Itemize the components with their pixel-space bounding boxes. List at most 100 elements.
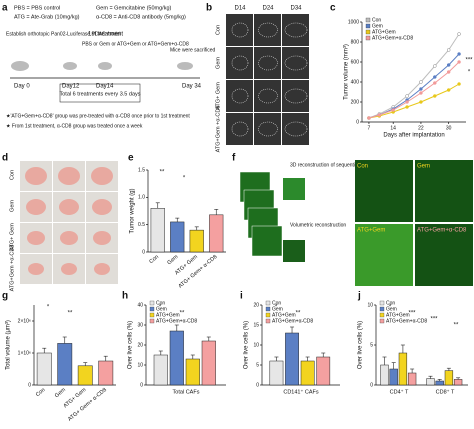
ultrasound-image xyxy=(226,80,253,112)
significance: * xyxy=(389,305,392,311)
row-label: Con xyxy=(215,25,221,35)
legend-label: Con xyxy=(272,300,281,306)
significance: ** xyxy=(296,311,301,317)
point xyxy=(405,100,409,104)
bar xyxy=(316,356,331,386)
y-tick-label: 200 xyxy=(351,99,360,105)
x-tick-label: 14 xyxy=(390,125,396,131)
y-tick-label: 10 xyxy=(137,362,143,368)
y-tick-label: 10 xyxy=(253,342,259,348)
point xyxy=(433,75,437,79)
legend-text: α-CD8 = Anti-CD8 antibody (5mg/kg) xyxy=(96,14,186,20)
ultrasound-image xyxy=(282,80,309,112)
row-label: ATG+Gem +α-CD8 xyxy=(215,106,221,153)
y-axis-label: Over live cells (%) xyxy=(244,321,250,369)
note-text: ★ From 1st treatment, α-CD8 group was tr… xyxy=(6,123,143,129)
legend-swatch xyxy=(379,306,385,312)
y-tick-label: 0 xyxy=(28,382,31,388)
legend-label: ATG+Gem xyxy=(372,29,396,35)
ultrasound-image xyxy=(282,47,309,79)
bar xyxy=(170,221,185,253)
tumor xyxy=(91,167,113,185)
x-tick-label: Total CAFs xyxy=(173,389,200,395)
tumor xyxy=(59,199,79,215)
y-tick-label: 1000 xyxy=(348,19,359,25)
significance: * xyxy=(47,305,50,311)
bar xyxy=(150,208,165,253)
legend-label: Con xyxy=(372,17,381,23)
volumetric-reconstruction xyxy=(283,240,305,262)
y-tick-label: 1×10⁶ xyxy=(18,350,31,356)
y-tick-label: 20 xyxy=(137,342,143,348)
row-label: ATG+ Gem xyxy=(9,223,15,251)
column-label: D24 xyxy=(262,6,274,12)
row-label: Gem xyxy=(215,57,221,69)
y-tick-label: 2×10⁶ xyxy=(18,318,31,324)
ultrasound-image xyxy=(226,47,253,79)
legend-label: ATG+Gem+α-CD8 xyxy=(156,318,197,324)
bar xyxy=(300,360,315,386)
point xyxy=(419,100,423,104)
x-tick-label: Gem xyxy=(54,387,67,400)
bar xyxy=(36,352,52,386)
legend-label: ATG+Gem+α-CD8 xyxy=(386,318,427,324)
panel-label: f xyxy=(232,153,236,164)
image-label: ATG+Gem xyxy=(357,228,385,234)
y-tick-label: 0.5 xyxy=(138,222,145,228)
series-line xyxy=(368,61,460,119)
significance: * xyxy=(183,176,186,182)
y-tick-label: 0 xyxy=(140,382,143,388)
bar xyxy=(453,379,463,386)
legend-swatch xyxy=(149,312,155,318)
series-line xyxy=(368,33,460,119)
legend-swatch xyxy=(379,318,385,324)
tumor-outline xyxy=(284,55,308,71)
point xyxy=(457,52,461,56)
legend-label: ATG+Gem xyxy=(386,312,410,318)
point xyxy=(433,64,437,68)
y-axis-label: Total volume (μm³) xyxy=(6,320,12,370)
panel-label: d xyxy=(2,153,8,164)
bar xyxy=(169,330,184,386)
x-tick-label: 30 xyxy=(446,125,452,131)
y-tick-label: 0 xyxy=(256,382,259,388)
point xyxy=(457,82,461,86)
legend-swatch xyxy=(379,300,385,306)
row-label: Con xyxy=(9,170,15,180)
legend-label: ATG+Gem+α-CD8 xyxy=(272,318,313,324)
tumor-outline xyxy=(284,22,308,38)
legend-text: ATG = Ate-Grab (10mg/kg) xyxy=(14,14,80,20)
tumor-outline xyxy=(258,22,278,38)
significance: ** xyxy=(68,311,73,317)
image-label: Gem xyxy=(417,164,430,170)
x-tick-label: CD141⁺ CAFs xyxy=(283,388,319,395)
x-tick-label: Gem xyxy=(166,254,179,267)
tumor xyxy=(26,199,46,215)
tumor xyxy=(61,263,77,275)
point xyxy=(367,116,371,120)
y-axis-label: Tumor volume (mm³) xyxy=(344,44,350,100)
point xyxy=(419,80,423,84)
shg-reconstruction xyxy=(283,178,305,200)
treatments-text: Total 6 treatments every 3.5 days xyxy=(59,91,140,97)
significance: *** xyxy=(408,311,416,317)
point xyxy=(446,48,451,52)
tumor xyxy=(92,199,112,215)
point xyxy=(433,94,437,98)
legend-text: Gem = Gemcitabine (50mg/kg) xyxy=(96,5,172,11)
point xyxy=(419,91,423,95)
column-label: D34 xyxy=(290,6,302,12)
significance: * xyxy=(275,305,278,311)
tumor-outline xyxy=(258,121,278,137)
mouse-icon xyxy=(63,62,77,70)
y-tick-label: 800 xyxy=(351,39,360,45)
ultrasound-image xyxy=(254,113,281,145)
day-label: Day12 xyxy=(62,84,80,90)
tumor xyxy=(93,231,111,245)
panel-label: g xyxy=(2,291,8,302)
image-label: Con xyxy=(357,164,368,170)
bar xyxy=(269,360,284,386)
shg-stack xyxy=(251,225,283,257)
legend-label: Con xyxy=(156,300,165,306)
ultrasound-image xyxy=(226,113,253,145)
